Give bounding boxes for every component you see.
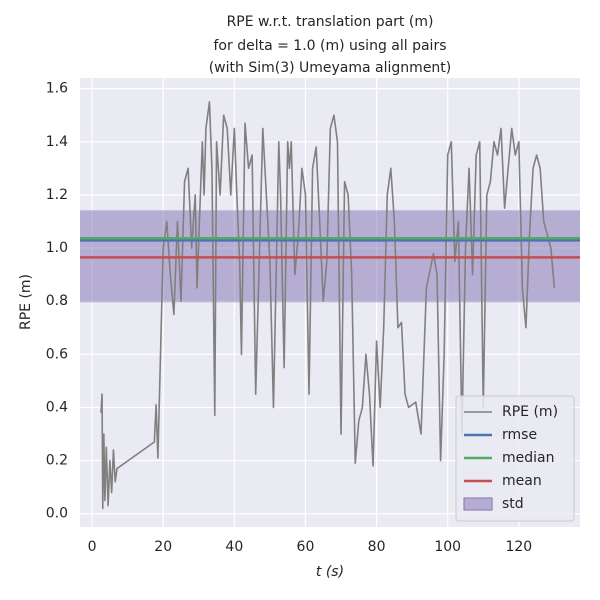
x-tick-label: 80 — [368, 539, 386, 555]
y-tick-label: 0.2 — [46, 453, 68, 469]
legend-label: mean — [502, 473, 542, 489]
y-tick-label: 0.4 — [46, 399, 68, 415]
y-tick-label: 1.2 — [46, 187, 68, 203]
x-tick-label: 60 — [297, 539, 315, 555]
rpe-line — [100, 101, 556, 510]
x-tick-label: 0 — [88, 539, 97, 555]
x-tick-label: 100 — [434, 539, 461, 555]
x-tick-label: 20 — [154, 539, 172, 555]
x-axis-label: t (s) — [316, 564, 344, 580]
y-tick-label: 0.0 — [46, 506, 68, 522]
x-tick-label: 40 — [225, 539, 243, 555]
x-tick-label: 120 — [505, 539, 532, 555]
y-tick-label: 1.4 — [46, 134, 68, 150]
legend-label: std — [502, 496, 524, 512]
y-tick-label: 1.0 — [46, 240, 68, 256]
chart-title: RPE w.r.t. translation part (m) — [227, 14, 434, 30]
legend-label: median — [502, 450, 554, 466]
legend-label: RPE (m) — [502, 404, 558, 420]
legend-label: rmse — [502, 427, 537, 443]
y-axis-label: RPE (m) — [18, 274, 34, 330]
y-tick-label: 0.6 — [46, 346, 68, 362]
legend-swatch — [463, 497, 493, 511]
chart-title: (with Sim(3) Umeyama alignment) — [209, 60, 452, 76]
legend-box — [455, 395, 575, 522]
y-tick-label: 0.8 — [46, 293, 68, 309]
y-tick-label: 1.6 — [46, 81, 68, 97]
chart-title: for delta = 1.0 (m) using all pairs — [214, 38, 447, 54]
